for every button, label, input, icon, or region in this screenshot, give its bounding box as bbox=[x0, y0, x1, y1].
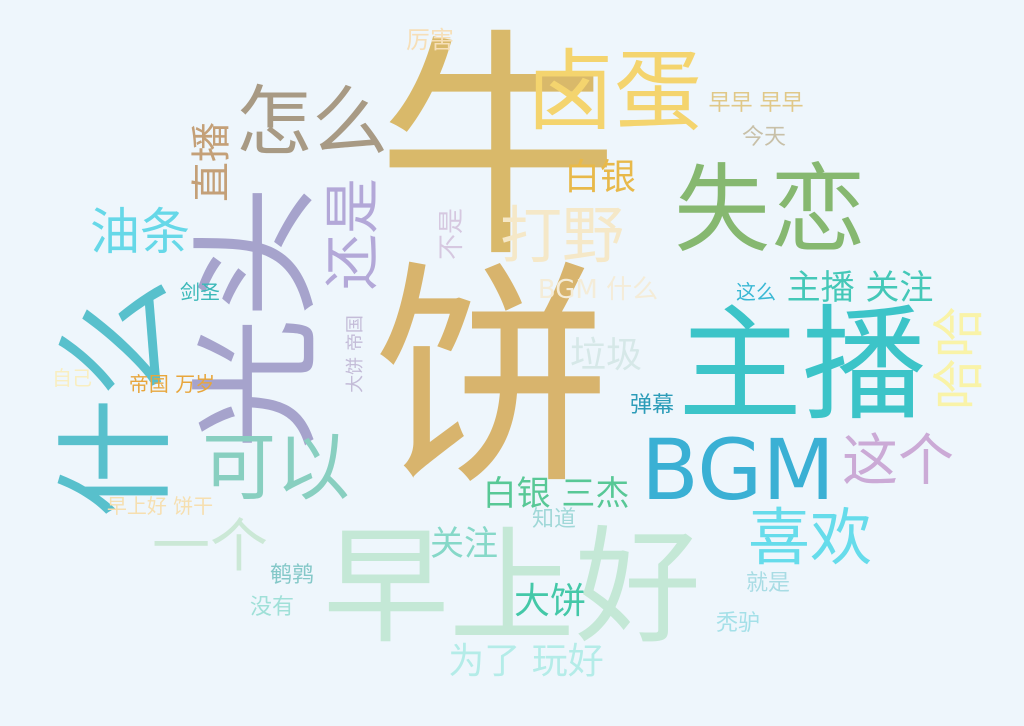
word-yige: 一个 bbox=[151, 512, 269, 580]
word-zhubo-guanzhu: 主播 关注 bbox=[786, 268, 934, 308]
word-dabing: 大饼 bbox=[513, 581, 587, 622]
word-ludan: 卤蛋 bbox=[525, 40, 703, 143]
word-tulv: 秃驴 bbox=[715, 611, 761, 636]
word-diguo-wansui: 帝国 万岁 bbox=[128, 372, 216, 396]
word-zenme: 怎么 bbox=[236, 77, 388, 166]
word-zhibo: 直播 bbox=[189, 122, 235, 202]
word-guangtou: 光头 bbox=[181, 186, 335, 450]
word-zaozao: 早早 早早 bbox=[708, 91, 804, 116]
word-shenme: 什么 bbox=[48, 278, 187, 518]
word-haha: 哈哈 bbox=[930, 305, 990, 411]
word-baiyin: 白银 bbox=[563, 157, 637, 198]
word-keyi: 可以 bbox=[202, 425, 350, 511]
word-bgm-shenme: BGM 什么 bbox=[537, 275, 659, 305]
word-baiyin-sanjie: 白银 三杰 bbox=[482, 474, 630, 514]
word-zhidao: 知道 bbox=[531, 507, 577, 532]
word-zhege: 这个 bbox=[842, 429, 954, 494]
word-youtiao: 油条 bbox=[90, 203, 190, 261]
word-bushi: 不是 bbox=[437, 207, 467, 261]
word-jiansheng: 剑圣 bbox=[180, 280, 220, 304]
word-bing: 饼 bbox=[373, 241, 611, 518]
word-daye: 打野 bbox=[499, 199, 625, 272]
word-shilian: 失恋 bbox=[674, 154, 866, 266]
word-lihai: 厉害 bbox=[406, 26, 454, 54]
word-laji: 垃圾 bbox=[569, 335, 643, 376]
word-xihuan: 喜欢 bbox=[747, 501, 873, 574]
word-ziji: 自己 bbox=[52, 366, 92, 390]
word-guanzhu: 关注 bbox=[430, 524, 498, 564]
word-meiyou: 没有 bbox=[249, 595, 295, 620]
word-zaoshanghao: 早上好 bbox=[323, 514, 701, 661]
word-bgm: BGM bbox=[641, 421, 835, 519]
word-haishi: 还是 bbox=[321, 178, 386, 290]
word-dabing-diguo: 大饼 帝国 bbox=[345, 315, 366, 393]
word-danmu: 弹幕 bbox=[629, 393, 675, 418]
word-zaoshanghao-binggan: 早上好 饼干 bbox=[106, 494, 214, 518]
word-niu: 牛 bbox=[376, 9, 620, 291]
word-zheme: 这么 bbox=[736, 280, 776, 304]
word-jintian: 今天 bbox=[741, 125, 787, 150]
word-jiushi: 就是 bbox=[745, 571, 791, 596]
word-zhubo-large: 主播 bbox=[677, 294, 927, 438]
word-weile-wanhao: 为了 玩好 bbox=[448, 641, 604, 682]
word-anchun: 鹌鹑 bbox=[269, 563, 315, 588]
